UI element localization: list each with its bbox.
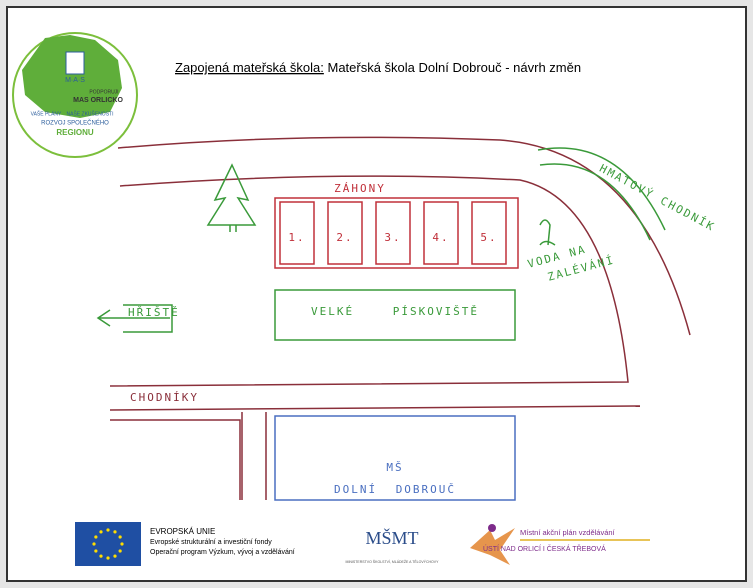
- eu-star: [99, 555, 102, 558]
- map-region: ÚSTÍ NAD ORLICÍ I ČESKÁ TŘEBOVÁ: [483, 544, 606, 553]
- eu-star: [120, 542, 123, 545]
- eu-label: EVROPSKÁ UNIE: [150, 527, 215, 536]
- eu-star: [113, 555, 116, 558]
- bed-label: 5.: [480, 231, 497, 244]
- eu-star: [113, 530, 116, 533]
- logo-line1: VAŠE PLÁNY: [31, 110, 62, 117]
- logo-name: MAS ORLICKO: [73, 97, 123, 104]
- eu-star: [92, 542, 95, 545]
- bed-label: 1.: [288, 231, 305, 244]
- school-label: MŠ: [386, 461, 403, 474]
- eu-star: [119, 535, 122, 538]
- eu-star: [119, 549, 122, 552]
- logo-icon: [66, 52, 84, 74]
- logo-line3: REGIONU: [56, 128, 94, 137]
- logo-mas: M·A·S: [65, 77, 85, 84]
- bed-label: 3.: [384, 231, 401, 244]
- map-icon-head: [488, 524, 496, 532]
- bed-label: 4.: [432, 231, 449, 244]
- beds-title: ZÁHONY: [334, 182, 386, 195]
- eu-star: [94, 549, 97, 552]
- eu-star: [99, 530, 102, 533]
- logo-line2: ROZVOJ SPOLEČNÉHO: [41, 120, 109, 127]
- eu-star: [106, 528, 109, 531]
- eu-star: [94, 535, 97, 538]
- page: {"header": {"title_label": "Zapojená mat…: [0, 0, 753, 588]
- sandpit-label: VELKÉ PÍSKOVIŠTĚ: [311, 305, 479, 318]
- slide: M·A·S PODPORUJI MAS ORLICKO VAŠE PLÁNY N…: [0, 0, 753, 588]
- logo-line1b: NAŠE ZKUŠENOSTI: [67, 110, 114, 117]
- map-title: Místní akční plán vzdělávání: [520, 528, 616, 537]
- paths-label: CHODNÍKY: [130, 391, 199, 404]
- title-label: Zapojená mateřská škola:: [175, 60, 324, 75]
- logo-support: PODPORUJI: [89, 89, 118, 95]
- village-label: DOLNÍ DOBROUČ: [334, 483, 456, 496]
- msmt-logo: MŠMT: [365, 527, 418, 548]
- eu-funds: Evropské strukturální a investiční fondy: [150, 539, 272, 546]
- bed-label: 2.: [336, 231, 353, 244]
- playground-label: HŘIŠTĚ: [128, 306, 180, 319]
- eu-program: Operační program Výzkum, vývoj a vzděláv…: [150, 549, 295, 556]
- title: Zapojená mateřská škola: Mateřská škola …: [175, 60, 581, 75]
- eu-star: [106, 556, 109, 559]
- title-text: Mateřská škola Dolní Dobrouč - návrh změ…: [327, 60, 581, 75]
- msmt-full: MINISTERSTVO ŠKOLSTVÍ, MLÁDEŽE A TĚLOVÝC…: [346, 559, 440, 564]
